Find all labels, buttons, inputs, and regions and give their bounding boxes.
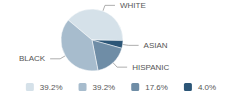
svg-text:WHITE: WHITE <box>120 1 146 10</box>
svg-text:ASIAN: ASIAN <box>144 41 168 50</box>
svg-text:HISPANIC: HISPANIC <box>132 63 169 72</box>
svg-text:4.0%: 4.0% <box>198 83 216 92</box>
svg-text:39.2%: 39.2% <box>93 83 116 92</box>
svg-text:17.6%: 17.6% <box>145 83 168 92</box>
svg-text:39.2%: 39.2% <box>40 83 63 92</box>
svg-text:BLACK: BLACK <box>19 54 46 63</box>
